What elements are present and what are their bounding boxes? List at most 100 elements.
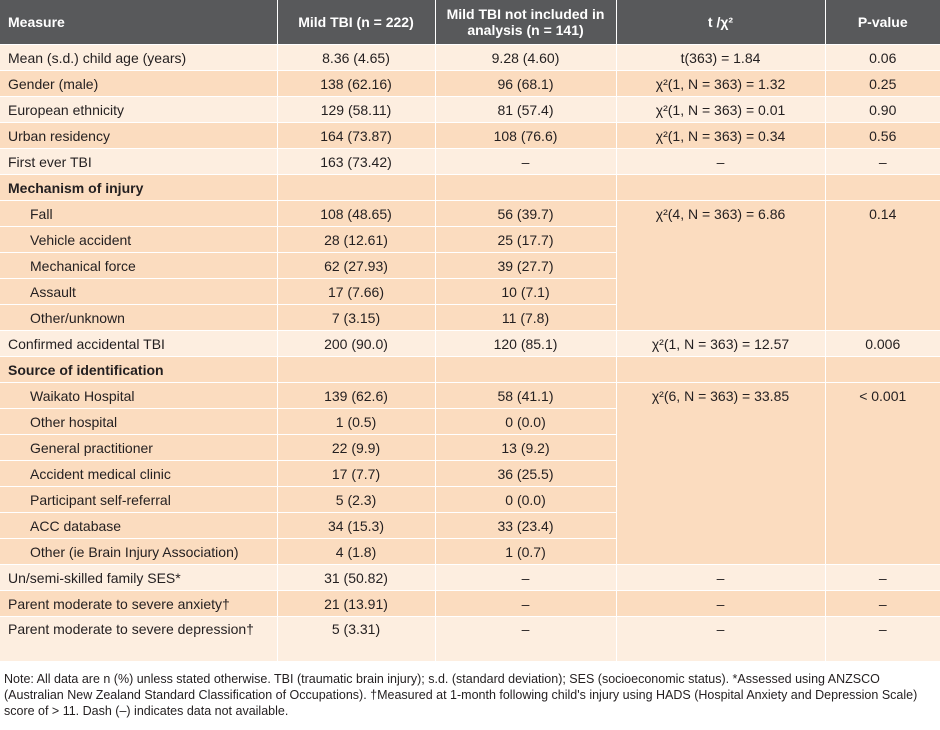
cell-stat: – bbox=[615, 148, 825, 175]
cell-measure: Fall bbox=[0, 200, 277, 227]
header-p-value: P-value bbox=[824, 0, 940, 45]
cell-measure: Assault bbox=[0, 278, 277, 305]
cell-measure: ACC database bbox=[0, 512, 277, 539]
table-row: Assault 17 (7.66) 10 (7.1) bbox=[0, 278, 940, 305]
cell-mild: 7 (3.15) bbox=[276, 304, 435, 331]
cell-mild: 21 (13.91) bbox=[276, 590, 435, 617]
table-header-row: Measure Mild TBI (n = 222) Mild TBI not … bbox=[0, 0, 940, 45]
cell-measure: Participant self-referral bbox=[0, 486, 277, 513]
cell-not-included: 13 (9.2) bbox=[434, 434, 616, 461]
cell-measure: Urban residency bbox=[0, 122, 277, 149]
cell-p: 0.006 bbox=[824, 330, 940, 357]
cell-not-included: 120 (85.1) bbox=[434, 330, 616, 357]
cell-not-included: 108 (76.6) bbox=[434, 122, 616, 149]
cell-mild: 5 (3.31) bbox=[276, 616, 435, 661]
section-label: Mechanism of injury bbox=[0, 174, 277, 201]
characteristics-table: Measure Mild TBI (n = 222) Mild TBI not … bbox=[0, 0, 940, 661]
cell-measure: Waikato Hospital bbox=[0, 382, 277, 409]
cell-stat: χ²(1, N = 363) = 0.01 bbox=[615, 96, 825, 123]
cell-p: 0.14 bbox=[824, 200, 940, 331]
cell-measure: Parent moderate to severe anxiety† bbox=[0, 590, 277, 617]
cell-stat: t(363) = 1.84 bbox=[615, 44, 825, 71]
cell-measure: Gender (male) bbox=[0, 70, 277, 97]
cell-measure: General practitioner bbox=[0, 434, 277, 461]
cell-not-included: 9.28 (4.60) bbox=[434, 44, 616, 71]
cell-p: – bbox=[824, 590, 940, 617]
header-measure: Measure bbox=[0, 0, 277, 45]
cell-p: 0.25 bbox=[824, 70, 940, 97]
cell-stat: χ²(1, N = 363) = 1.32 bbox=[615, 70, 825, 97]
table-footnote: Note: All data are n (%) unless stated o… bbox=[4, 672, 918, 718]
cell-not-included: 39 (27.7) bbox=[434, 252, 616, 279]
cell-mild: 62 (27.93) bbox=[276, 252, 435, 279]
cell-stat: – bbox=[615, 616, 825, 661]
cell-mild: 22 (9.9) bbox=[276, 434, 435, 461]
header-not-included: Mild TBI not included in analysis (n = 1… bbox=[434, 0, 616, 45]
cell-not-included: 36 (25.5) bbox=[434, 460, 616, 487]
cell-p: – bbox=[824, 148, 940, 175]
table-row: General practitioner 22 (9.9) 13 (9.2) bbox=[0, 434, 940, 461]
cell-measure: First ever TBI bbox=[0, 148, 277, 175]
cell-p: 0.90 bbox=[824, 96, 940, 123]
cell-measure: Mean (s.d.) child age (years) bbox=[0, 44, 277, 71]
table-row: Urban residency 164 (73.87) 108 (76.6) χ… bbox=[0, 122, 940, 149]
cell-not-included: 0 (0.0) bbox=[434, 486, 616, 513]
cell-measure: Confirmed accidental TBI bbox=[0, 330, 277, 357]
cell-mild: 34 (15.3) bbox=[276, 512, 435, 539]
cell-mild: 17 (7.7) bbox=[276, 460, 435, 487]
cell-not-included: 96 (68.1) bbox=[434, 70, 616, 97]
cell-measure: Accident medical clinic bbox=[0, 460, 277, 487]
table-row: Vehicle accident 28 (12.61) 25 (17.7) bbox=[0, 226, 940, 253]
cell-p: – bbox=[824, 564, 940, 591]
cell-mild: 8.36 (4.65) bbox=[276, 44, 435, 71]
cell-stat: χ²(6, N = 363) = 33.85 bbox=[615, 382, 825, 565]
table-row: Gender (male) 138 (62.16) 96 (68.1) χ²(1… bbox=[0, 70, 940, 97]
cell-not-included: 33 (23.4) bbox=[434, 512, 616, 539]
cell-mild: 164 (73.87) bbox=[276, 122, 435, 149]
table-row: Participant self-referral 5 (2.3) 0 (0.0… bbox=[0, 486, 940, 513]
cell-not-included: 56 (39.7) bbox=[434, 200, 616, 227]
cell-mild: 129 (58.11) bbox=[276, 96, 435, 123]
table-row: Fall 108 (48.65) 56 (39.7) χ²(4, N = 363… bbox=[0, 200, 940, 331]
cell-mild: 108 (48.65) bbox=[276, 200, 435, 227]
table-row: Confirmed accidental TBI 200 (90.0) 120 … bbox=[0, 330, 940, 357]
cell-mild: 200 (90.0) bbox=[276, 330, 435, 357]
cell-mild: 1 (0.5) bbox=[276, 408, 435, 435]
section-row: Mechanism of injury bbox=[0, 174, 940, 201]
cell-measure: Other/unknown bbox=[0, 304, 277, 331]
table-row: European ethnicity 129 (58.11) 81 (57.4)… bbox=[0, 96, 940, 123]
table-row: Other hospital 1 (0.5) 0 (0.0) bbox=[0, 408, 940, 435]
cell-not-included: – bbox=[434, 616, 616, 661]
table-row: Un/semi-skilled family SES* 31 (50.82) –… bbox=[0, 564, 940, 591]
cell-p: 0.06 bbox=[824, 44, 940, 71]
cell-mild: 17 (7.66) bbox=[276, 278, 435, 305]
table-row: Other (ie Brain Injury Association) 4 (1… bbox=[0, 538, 940, 565]
cell-p: < 0.001 bbox=[824, 382, 940, 565]
header-statistic: t /χ² bbox=[615, 0, 825, 45]
cell-measure: Un/semi-skilled family SES* bbox=[0, 564, 277, 591]
header-mild-tbi: Mild TBI (n = 222) bbox=[276, 0, 435, 45]
cell-stat: – bbox=[615, 590, 825, 617]
section-row: Source of identification bbox=[0, 356, 940, 383]
cell-stat: χ²(1, N = 363) = 0.34 bbox=[615, 122, 825, 149]
cell-measure: Parent moderate to severe depression† bbox=[0, 616, 277, 661]
cell-stat: – bbox=[615, 564, 825, 591]
cell-not-included: 10 (7.1) bbox=[434, 278, 616, 305]
cell-not-included: – bbox=[434, 564, 616, 591]
cell-not-included: 58 (41.1) bbox=[434, 382, 616, 409]
cell-mild: 28 (12.61) bbox=[276, 226, 435, 253]
table-row: ACC database 34 (15.3) 33 (23.4) bbox=[0, 512, 940, 539]
cell-measure: European ethnicity bbox=[0, 96, 277, 123]
table-row: Accident medical clinic 17 (7.7) 36 (25.… bbox=[0, 460, 940, 487]
cell-measure: Other (ie Brain Injury Association) bbox=[0, 538, 277, 565]
cell-measure: Other hospital bbox=[0, 408, 277, 435]
table-row: Parent moderate to severe depression† 5 … bbox=[0, 616, 940, 661]
section-label: Source of identification bbox=[0, 356, 277, 383]
cell-mild: 163 (73.42) bbox=[276, 148, 435, 175]
cell-mild: 5 (2.3) bbox=[276, 486, 435, 513]
cell-not-included: 11 (7.8) bbox=[434, 304, 616, 331]
cell-p: 0.56 bbox=[824, 122, 940, 149]
table-row: First ever TBI 163 (73.42) – – – bbox=[0, 148, 940, 175]
cell-not-included: 0 (0.0) bbox=[434, 408, 616, 435]
cell-stat: χ²(4, N = 363) = 6.86 bbox=[615, 200, 825, 331]
